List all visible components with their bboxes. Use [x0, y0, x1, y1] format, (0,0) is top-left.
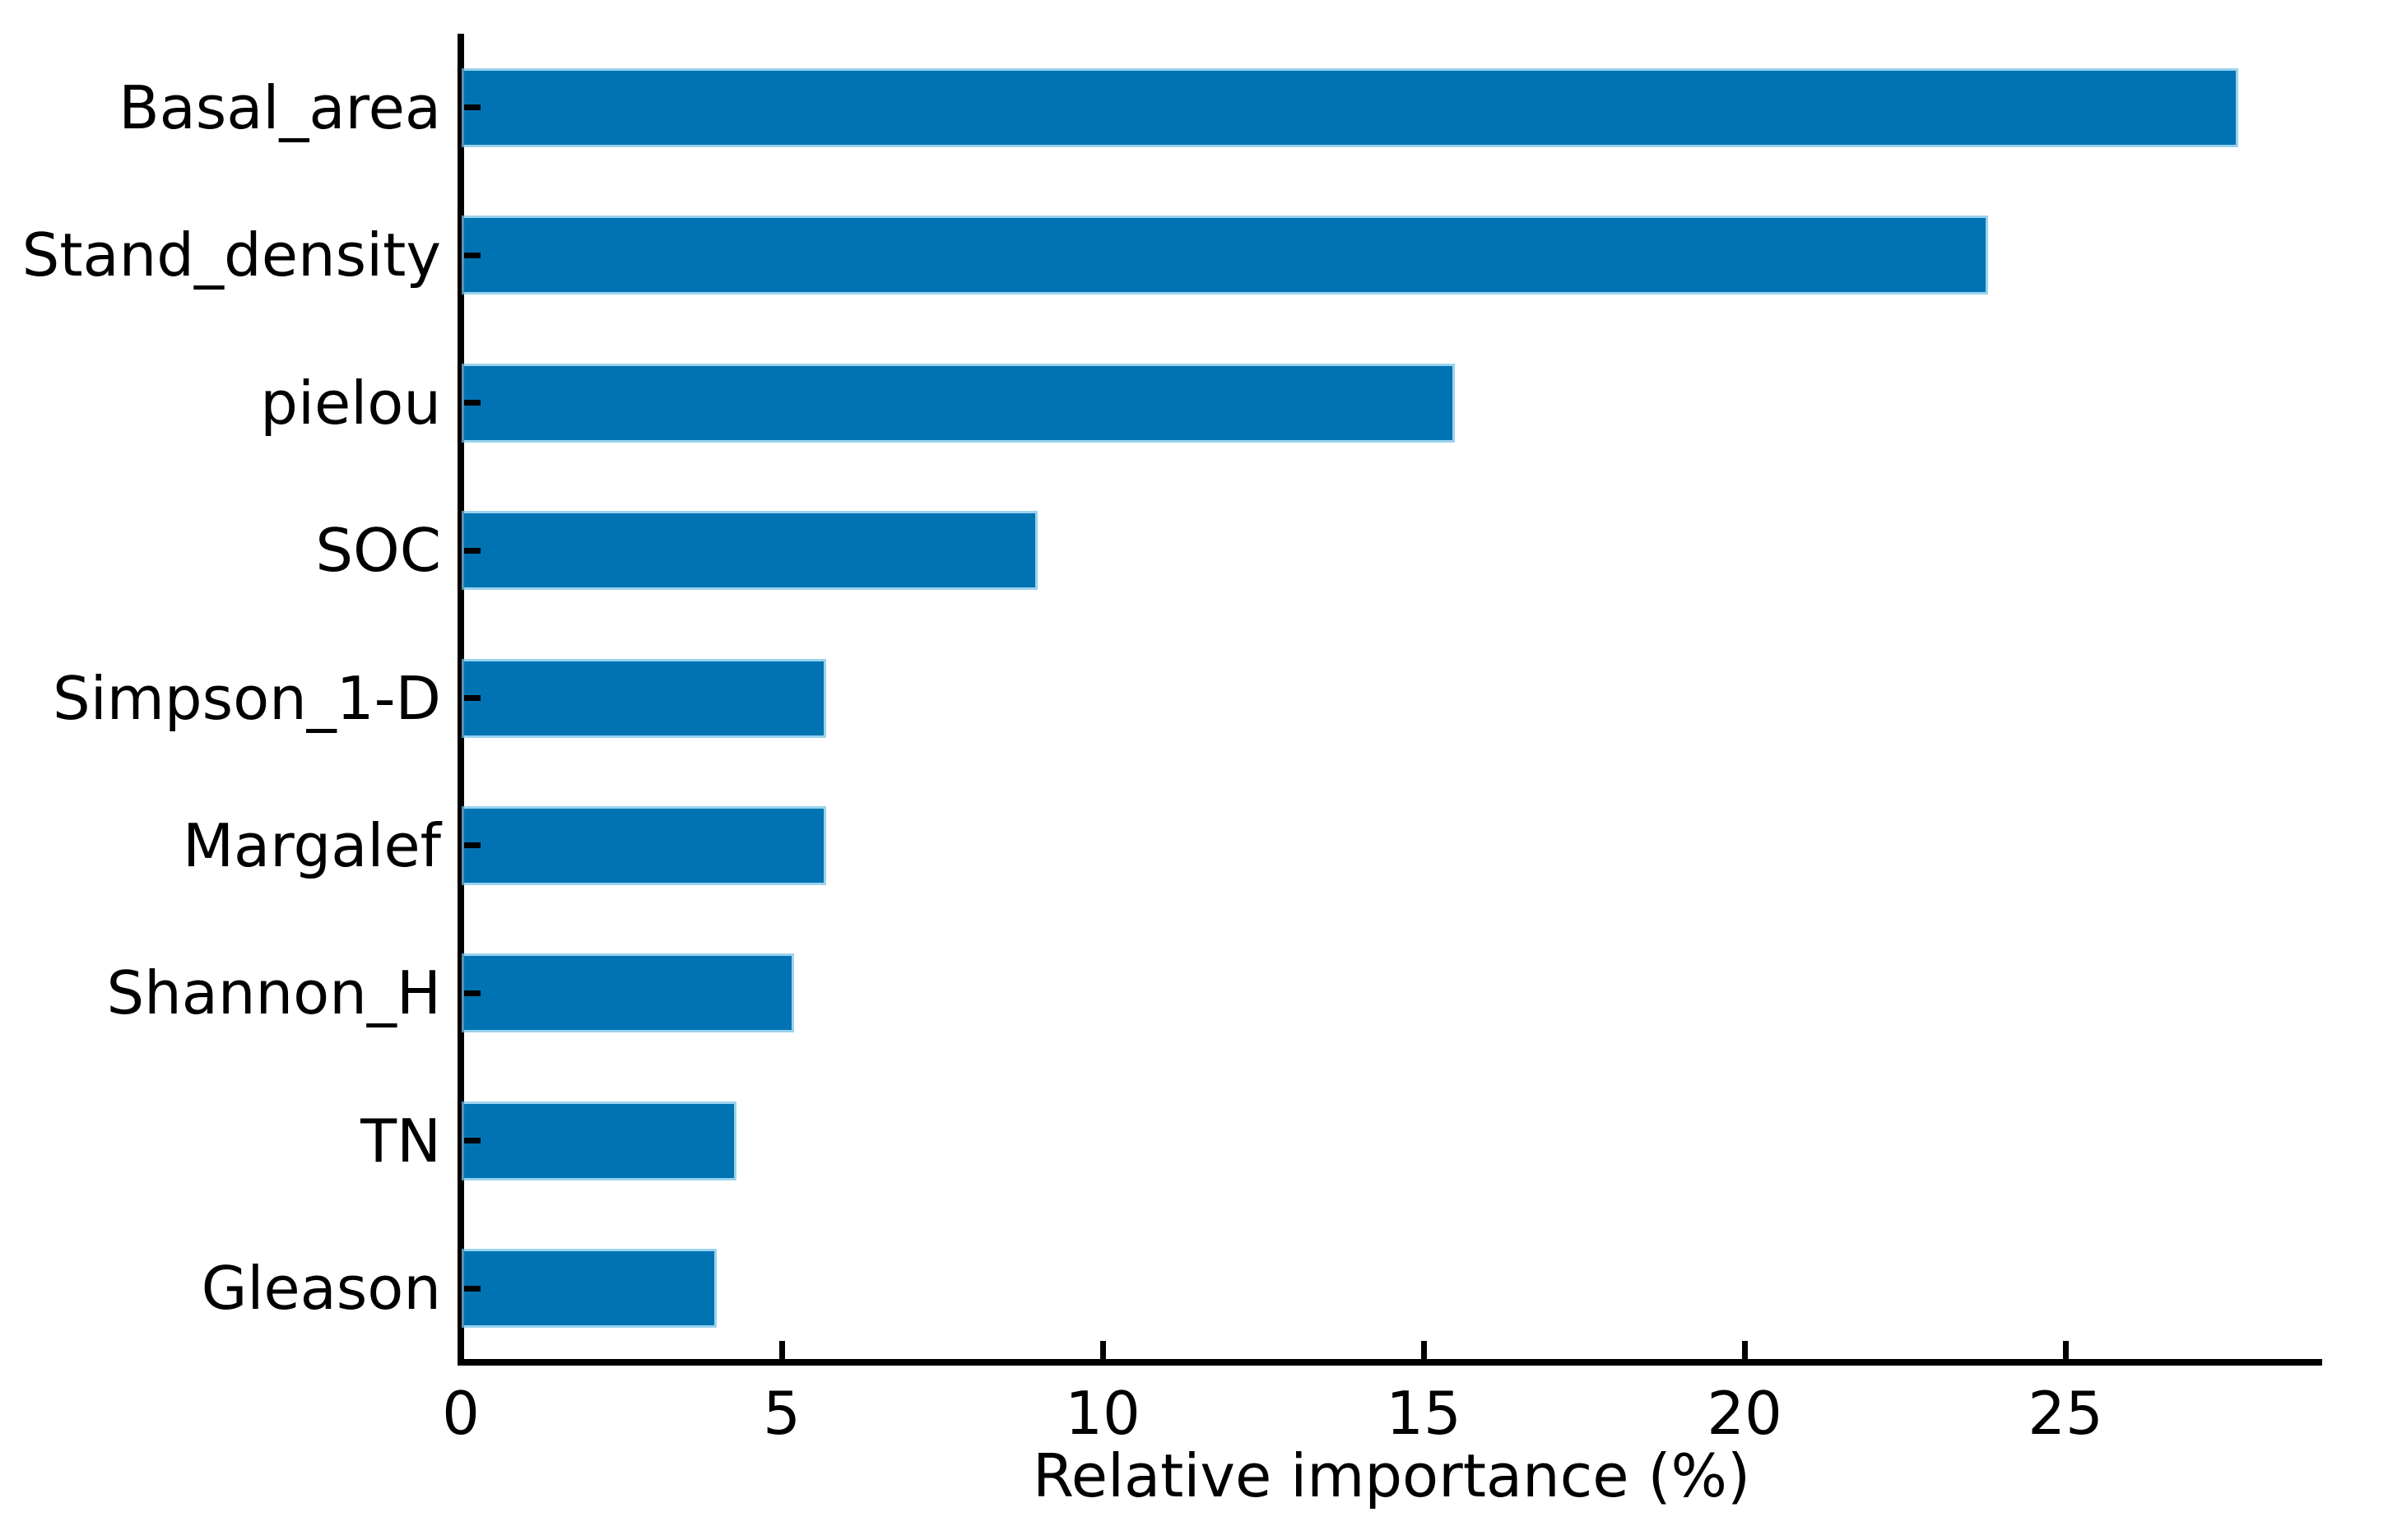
x-tick-label: 0 — [442, 1379, 480, 1448]
y-tick-label: Basal_area — [118, 73, 441, 142]
x-axis-label: Relative importance (%) — [1032, 1441, 1751, 1510]
x-tick-label: 20 — [1707, 1379, 1782, 1448]
y-tick-mark — [464, 990, 481, 996]
bar — [464, 1251, 714, 1325]
bar — [464, 366, 1452, 440]
y-tick-mark — [464, 548, 481, 554]
bar — [464, 1104, 734, 1178]
x-tick-mark — [1421, 1341, 1427, 1359]
y-tick-mark — [464, 400, 481, 406]
y-tick-label: Simpson_1-D — [53, 664, 441, 733]
y-tick-label: SOC — [315, 516, 441, 585]
x-tick-label: 15 — [1386, 1379, 1461, 1448]
y-tick-label: Shannon_H — [106, 958, 441, 1027]
y-tick-mark — [464, 1286, 481, 1292]
y-tick-mark — [464, 842, 481, 848]
x-tick-mark — [458, 1341, 464, 1359]
bar — [464, 661, 824, 735]
y-tick-label: pielou — [260, 369, 441, 438]
bar — [464, 218, 1986, 292]
y-tick-mark — [464, 695, 481, 701]
x-axis-spine — [458, 1359, 2322, 1366]
x-tick-label: 10 — [1065, 1379, 1141, 1448]
y-tick-label: Gleason — [201, 1254, 441, 1323]
x-tick-mark — [779, 1341, 785, 1359]
bar — [464, 809, 824, 883]
y-tick-mark — [464, 104, 481, 110]
bar — [464, 71, 2236, 145]
y-tick-label: TN — [360, 1106, 441, 1176]
x-tick-label: 25 — [2028, 1379, 2103, 1448]
x-tick-mark — [2063, 1341, 2069, 1359]
bar — [464, 513, 1035, 587]
bar — [464, 956, 792, 1030]
x-tick-mark — [1742, 1341, 1748, 1359]
x-tick-mark — [1100, 1341, 1106, 1359]
y-tick-mark — [464, 253, 481, 258]
y-axis-spine — [458, 34, 464, 1366]
x-tick-label: 5 — [763, 1379, 801, 1448]
y-tick-label: Margalef — [182, 811, 441, 880]
y-tick-label: Stand_density — [21, 220, 441, 290]
y-tick-mark — [464, 1138, 481, 1143]
